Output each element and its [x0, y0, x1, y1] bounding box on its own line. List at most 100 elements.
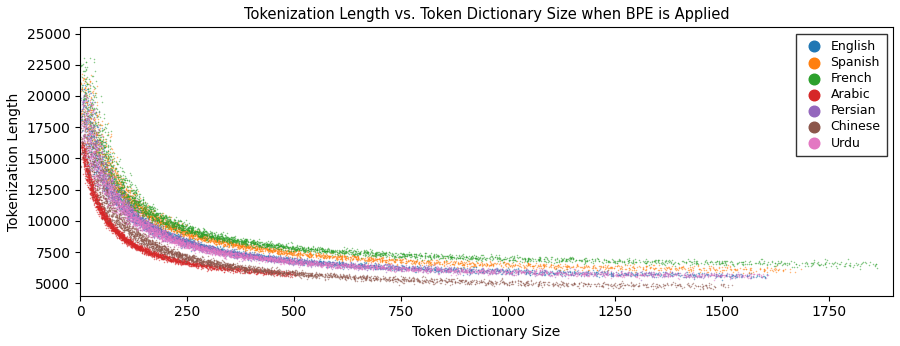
Point: [149, 231, 164, 236]
Point: [126, 240, 140, 245]
Point: [124, 231, 139, 236]
Point: [338, 251, 353, 256]
Point: [111, 232, 125, 238]
Point: [256, 270, 270, 275]
Point: [85, 125, 99, 131]
Point: [147, 226, 161, 232]
Point: [193, 248, 207, 253]
Point: [100, 186, 114, 191]
Point: [303, 262, 318, 267]
Point: [238, 267, 253, 272]
Point: [135, 237, 149, 243]
Point: [153, 229, 167, 235]
Point: [386, 256, 400, 261]
Point: [641, 270, 655, 275]
Point: [82, 136, 96, 141]
Point: [372, 263, 386, 268]
Point: [587, 281, 601, 287]
Point: [505, 279, 519, 284]
Point: [850, 261, 865, 267]
Point: [98, 173, 112, 178]
Point: [113, 232, 128, 237]
Point: [127, 207, 141, 212]
Point: [100, 180, 114, 186]
Point: [116, 195, 130, 201]
Point: [455, 257, 470, 262]
Point: [300, 248, 314, 253]
Point: [177, 261, 192, 266]
Point: [140, 237, 155, 243]
Point: [230, 264, 244, 270]
Point: [112, 231, 126, 237]
Point: [148, 214, 163, 219]
Point: [712, 259, 726, 265]
Point: [118, 208, 132, 213]
Point: [432, 267, 446, 273]
Point: [194, 262, 208, 268]
Point: [267, 244, 282, 249]
Point: [318, 262, 332, 267]
Point: [323, 263, 338, 268]
Point: [188, 233, 202, 239]
Point: [414, 266, 428, 272]
Point: [271, 270, 285, 276]
Point: [273, 257, 287, 263]
Point: [196, 263, 211, 268]
Point: [709, 272, 724, 277]
Point: [180, 259, 194, 264]
Point: [154, 224, 168, 229]
Point: [304, 272, 319, 278]
Point: [92, 202, 106, 207]
Point: [273, 248, 287, 254]
Point: [77, 128, 92, 134]
Point: [157, 217, 171, 222]
Point: [390, 265, 404, 271]
Point: [208, 239, 222, 245]
Point: [548, 266, 562, 272]
Point: [105, 172, 120, 178]
Point: [300, 258, 314, 263]
Point: [346, 248, 360, 254]
Point: [177, 237, 192, 243]
Point: [88, 123, 103, 128]
Point: [611, 285, 625, 291]
Point: [102, 208, 116, 213]
Point: [286, 258, 301, 264]
Point: [404, 267, 419, 273]
Point: [78, 166, 93, 172]
Point: [148, 228, 163, 234]
Point: [89, 136, 104, 142]
Point: [447, 260, 462, 265]
Point: [425, 266, 439, 272]
Point: [429, 276, 444, 281]
Point: [118, 236, 132, 242]
Point: [148, 215, 163, 220]
Point: [154, 235, 168, 241]
Point: [504, 271, 518, 276]
Point: [228, 242, 242, 248]
Point: [481, 281, 495, 286]
Point: [220, 242, 234, 247]
Point: [553, 264, 567, 270]
Point: [688, 272, 703, 277]
Point: [662, 271, 676, 277]
Point: [800, 262, 814, 267]
Point: [193, 247, 207, 252]
Point: [394, 254, 409, 260]
Point: [139, 207, 153, 213]
Point: [125, 226, 140, 231]
Point: [194, 246, 209, 252]
Point: [536, 267, 551, 273]
Point: [116, 224, 130, 230]
Point: [464, 279, 478, 284]
Point: [599, 269, 614, 275]
Point: [189, 240, 203, 245]
Point: [259, 257, 274, 263]
Point: [127, 243, 141, 248]
Point: [266, 272, 281, 277]
Point: [122, 208, 137, 213]
Point: [104, 172, 118, 178]
Point: [271, 244, 285, 249]
Point: [266, 257, 281, 263]
Point: [174, 259, 188, 265]
